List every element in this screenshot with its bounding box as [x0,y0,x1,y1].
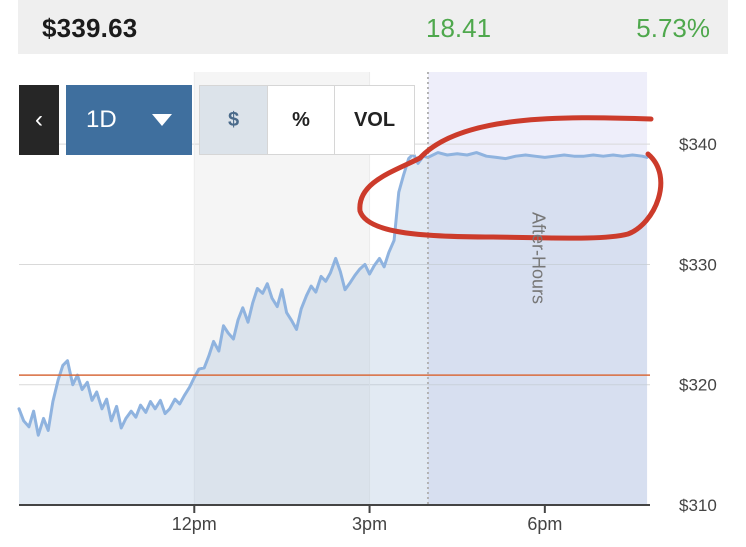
x-tick-label: 12pm [172,514,217,534]
x-tick-label: 3pm [352,514,387,534]
x-tick-label: 6pm [527,514,562,534]
chart-axes: $310 $320 $330 $340 12pm 3pm 6pm [19,135,717,534]
price-series-line [17,151,649,437]
value-mode-selector: $ % VOL [199,85,415,155]
price-line [17,151,649,437]
hand-drawn-oval-annotation [357,115,664,241]
price-area [19,152,648,505]
dollar-mode-button[interactable]: $ [200,86,267,154]
percent-mode-button[interactable]: % [267,86,334,154]
back-button[interactable]: ‹ [19,85,59,155]
y-tick-label: $330 [679,255,717,274]
range-dropdown-button[interactable]: 1D [66,85,192,155]
after-hours-label: After-Hours [528,211,549,305]
percent-change: 5.73% [636,13,710,43]
last-price: $339.63 [42,13,138,43]
price-change: 18.41 [426,13,492,43]
price-area-fill [19,152,648,505]
chart-controls: ‹ 1D $ % VOL [19,85,415,155]
y-tick-label: $310 [679,496,717,515]
chevron-left-icon: ‹ [35,106,43,133]
annotation-layer [357,115,664,241]
reference-line [19,72,650,505]
quote-summary-bar: $339.63 18.41 5.73% [18,0,728,54]
y-tick-label: $340 [679,135,717,154]
y-tick-label: $320 [679,376,717,395]
caret-down-icon [152,114,172,126]
volume-mode-button[interactable]: VOL [334,86,414,154]
range-label: 1D [86,106,117,133]
